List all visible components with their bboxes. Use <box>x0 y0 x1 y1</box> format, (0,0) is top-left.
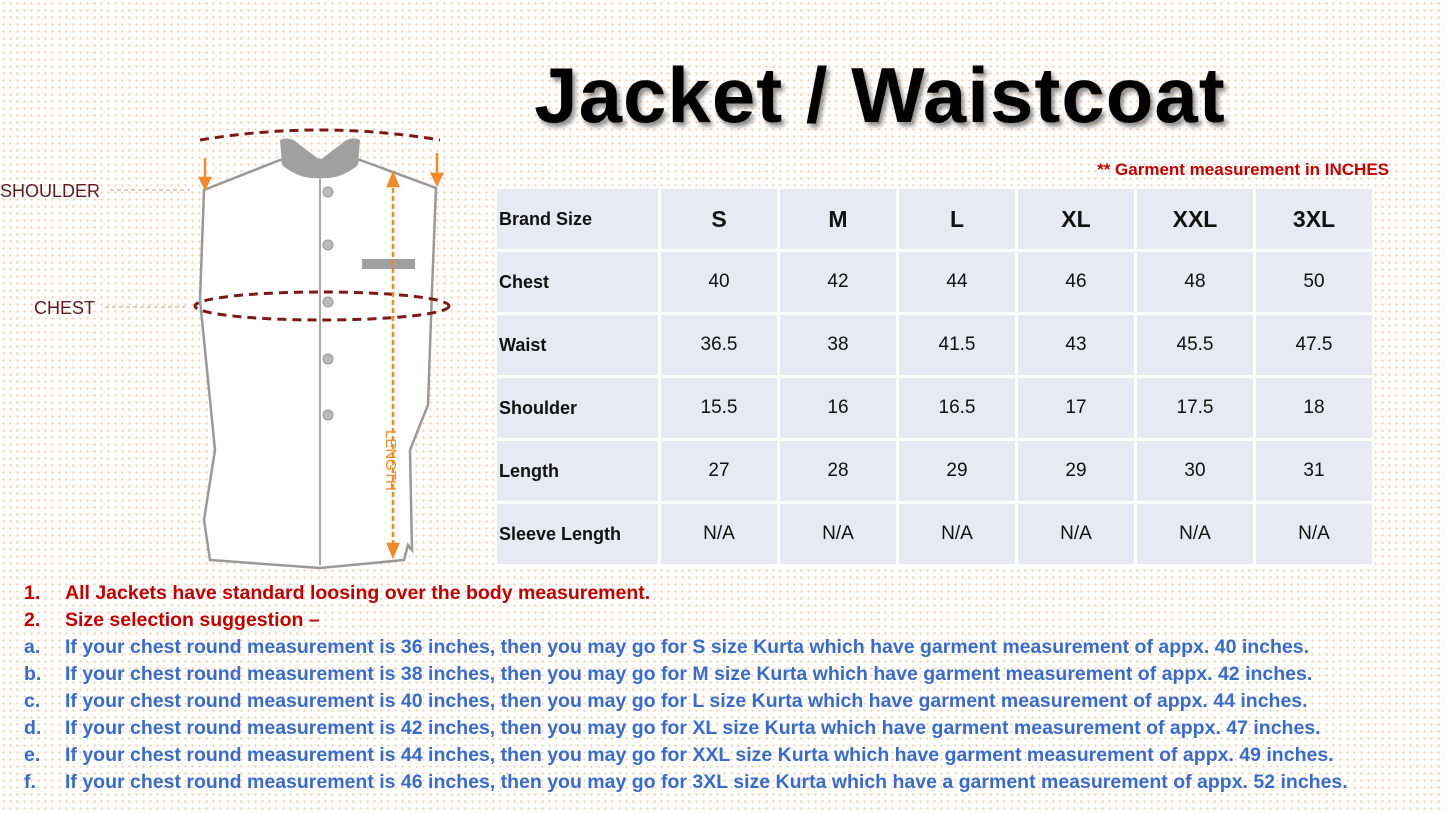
table-cell: 30 <box>1134 438 1256 504</box>
table-row: Length 27 28 29 29 30 31 <box>494 438 1375 504</box>
note-text: If your chest round measurement is 44 in… <box>65 744 1334 766</box>
note-text: If your chest round measurement is 46 in… <box>65 771 1348 793</box>
page-title: Jacket / Waistcoat <box>534 51 1226 139</box>
table-cell: 48 <box>1134 249 1256 315</box>
table-cell: 18 <box>1253 375 1375 441</box>
unit-note: ** Garment measurement in INCHES <box>1097 160 1389 179</box>
table-cell: 15.5 <box>658 375 780 441</box>
note-marker: 2. <box>24 609 41 631</box>
table-cell: 36.5 <box>658 312 780 378</box>
note-item: b. If your chest round measurement is 38 … <box>24 661 1348 688</box>
shoulder-label: SHOULDER <box>0 181 100 201</box>
header-cell: 3XL <box>1253 186 1375 252</box>
header-cell: L <box>896 186 1018 252</box>
table-header-row: Brand Size S M L XL XXL 3XL <box>494 186 1375 252</box>
table-cell: N/A <box>1134 501 1256 567</box>
table-cell: 31 <box>1253 438 1375 504</box>
table-row: Chest 40 42 44 46 48 50 <box>494 249 1375 315</box>
table-cell: 44 <box>896 249 1018 315</box>
table-cell: 40 <box>658 249 780 315</box>
table-cell: N/A <box>896 501 1018 567</box>
table-cell: Shoulder <box>494 375 661 441</box>
note-text: Size selection suggestion – <box>65 609 320 631</box>
table-row: Sleeve Length N/A N/A N/A N/A N/A N/A <box>494 501 1375 567</box>
table-cell: 17 <box>1015 375 1137 441</box>
note-text: If your chest round measurement is 42 in… <box>65 717 1321 739</box>
table-cell: 50 <box>1253 249 1375 315</box>
note-item: e. If your chest round measurement is 44 … <box>24 742 1348 769</box>
table-cell: 38 <box>777 312 899 378</box>
table-cell: 29 <box>896 438 1018 504</box>
notes-list: 1. All Jackets have standard loosing over… <box>24 580 1348 796</box>
note-text: If your chest round measurement is 36 in… <box>65 636 1310 658</box>
note-marker: 1. <box>24 582 41 604</box>
note-marker: c. <box>24 690 41 712</box>
table-cell: N/A <box>1015 501 1137 567</box>
table-cell: N/A <box>1253 501 1375 567</box>
note-marker: e. <box>24 744 41 766</box>
table-cell: 41.5 <box>896 312 1018 378</box>
table-cell: 45.5 <box>1134 312 1256 378</box>
table-cell: 16 <box>777 375 899 441</box>
table-cell: Chest <box>494 249 661 315</box>
table-cell: 16.5 <box>896 375 1018 441</box>
table-cell: 42 <box>777 249 899 315</box>
table-cell: Waist <box>494 312 661 378</box>
table-cell: N/A <box>658 501 780 567</box>
header-cell: XL <box>1015 186 1137 252</box>
table-cell: 29 <box>1015 438 1137 504</box>
table-row: Waist 36.5 38 41.5 43 45.5 47.5 <box>494 312 1375 378</box>
note-text: If your chest round measurement is 40 in… <box>65 690 1308 712</box>
note-item: f. If your chest round measurement is 46 … <box>24 769 1348 796</box>
table-cell: Sleeve Length <box>494 501 661 567</box>
header-cell: S <box>658 186 780 252</box>
header-cell: Brand Size <box>494 186 661 252</box>
jacket-illustration: LENGTH SHOULDER CHEST <box>0 128 451 570</box>
table-cell: 27 <box>658 438 780 504</box>
note-item: d. If your chest round measurement is 42 … <box>24 715 1348 742</box>
table-row: Shoulder 15.5 16 16.5 17 17.5 18 <box>494 375 1375 441</box>
table-cell: Length <box>494 438 661 504</box>
table-cell: 43 <box>1015 312 1137 378</box>
size-chart-table: Brand Size S M L XL XXL 3XL Chest 40 42 44 4… <box>494 186 1375 567</box>
table-cell: N/A <box>777 501 899 567</box>
note-text: If your chest round measurement is 38 in… <box>65 663 1313 685</box>
note-item: c. If your chest round measurement is 40 … <box>24 688 1348 715</box>
table-cell: 28 <box>777 438 899 504</box>
table-cell: 17.5 <box>1134 375 1256 441</box>
note-item: 2. Size selection suggestion – <box>24 607 1348 634</box>
header-cell: M <box>777 186 899 252</box>
chest-label: CHEST <box>34 298 95 318</box>
note-marker: f. <box>24 771 36 793</box>
header-cell: XXL <box>1134 186 1256 252</box>
table-cell: 46 <box>1015 249 1137 315</box>
note-marker: b. <box>24 663 42 685</box>
note-text: All Jackets have standard loosing over t… <box>65 582 651 604</box>
note-marker: a. <box>24 636 41 658</box>
table-cell: 47.5 <box>1253 312 1375 378</box>
note-item: 1. All Jackets have standard loosing over… <box>24 580 1348 607</box>
note-item: a. If your chest round measurement is 36 … <box>24 634 1348 661</box>
note-marker: d. <box>24 717 42 739</box>
length-label: LENGTH <box>382 430 399 491</box>
